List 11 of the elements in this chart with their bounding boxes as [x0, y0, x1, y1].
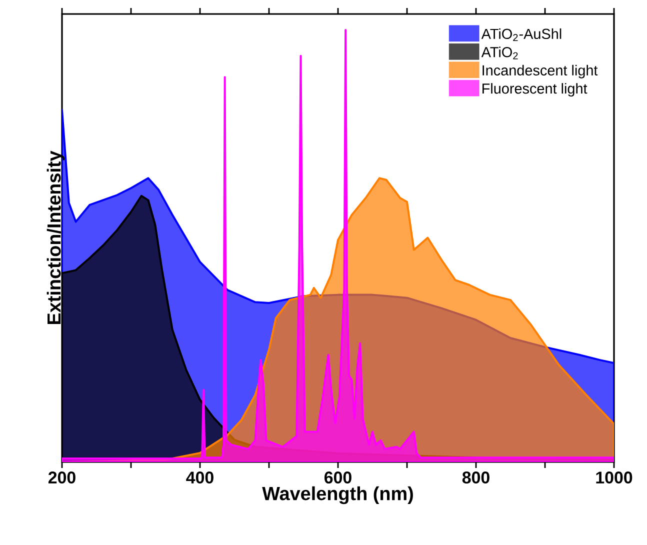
- x-tick-label: 200: [48, 472, 76, 484]
- legend-label: Incandescent light: [482, 64, 598, 78]
- legend-label: ATiO$_{2}$: [481, 46, 518, 60]
- y-axis-title: Extinction/Intensity: [46, 150, 64, 324]
- x-tick-label: 400: [186, 472, 214, 484]
- x-axis-title: Wavelength (nm): [262, 486, 413, 504]
- x-tick-label: 600: [324, 472, 352, 484]
- legend-label: Fluorescent light: [482, 83, 588, 97]
- legend-label: ATiO$_{2}$-AuShl: [481, 28, 562, 42]
- x-tick-label: 1000: [596, 472, 632, 484]
- x-tick-label: 800: [462, 472, 490, 484]
